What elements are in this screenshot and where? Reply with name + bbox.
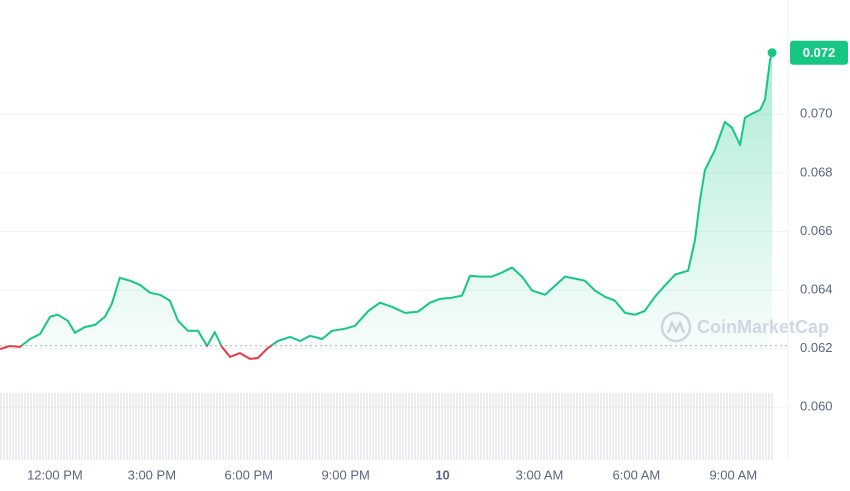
y-tick-label: 0.062 [800,340,833,355]
y-tick-label: 0.068 [800,164,833,179]
x-tick-label: 9:00 AM [709,467,757,482]
x-tick-label: 3:00 PM [128,467,176,482]
x-tick-label: 10 [435,467,449,482]
x-tick-label: 3:00 AM [516,467,564,482]
price-badge [790,40,848,65]
x-tick-label: 6:00 PM [225,467,273,482]
x-tick-label: 6:00 AM [613,467,661,482]
watermark-logo-mark [666,319,686,334]
watermark-logo [660,311,692,343]
y-tick-label: 0.066 [800,223,833,238]
watermark: CoinMarketCap [660,311,829,343]
price-line [0,52,774,360]
last-point [767,48,777,58]
y-tick-label: 0.070 [800,106,833,121]
x-tick-label: 12:00 PM [27,467,83,482]
x-tick-label: 9:00 PM [321,467,369,482]
price-badge-label: 0.072 [803,45,836,60]
watermark-text: CoinMarketCap [697,317,829,337]
y-tick-label: 0.060 [800,399,833,414]
area-fill [0,52,773,346]
y-tick-label: 0.064 [800,282,833,297]
